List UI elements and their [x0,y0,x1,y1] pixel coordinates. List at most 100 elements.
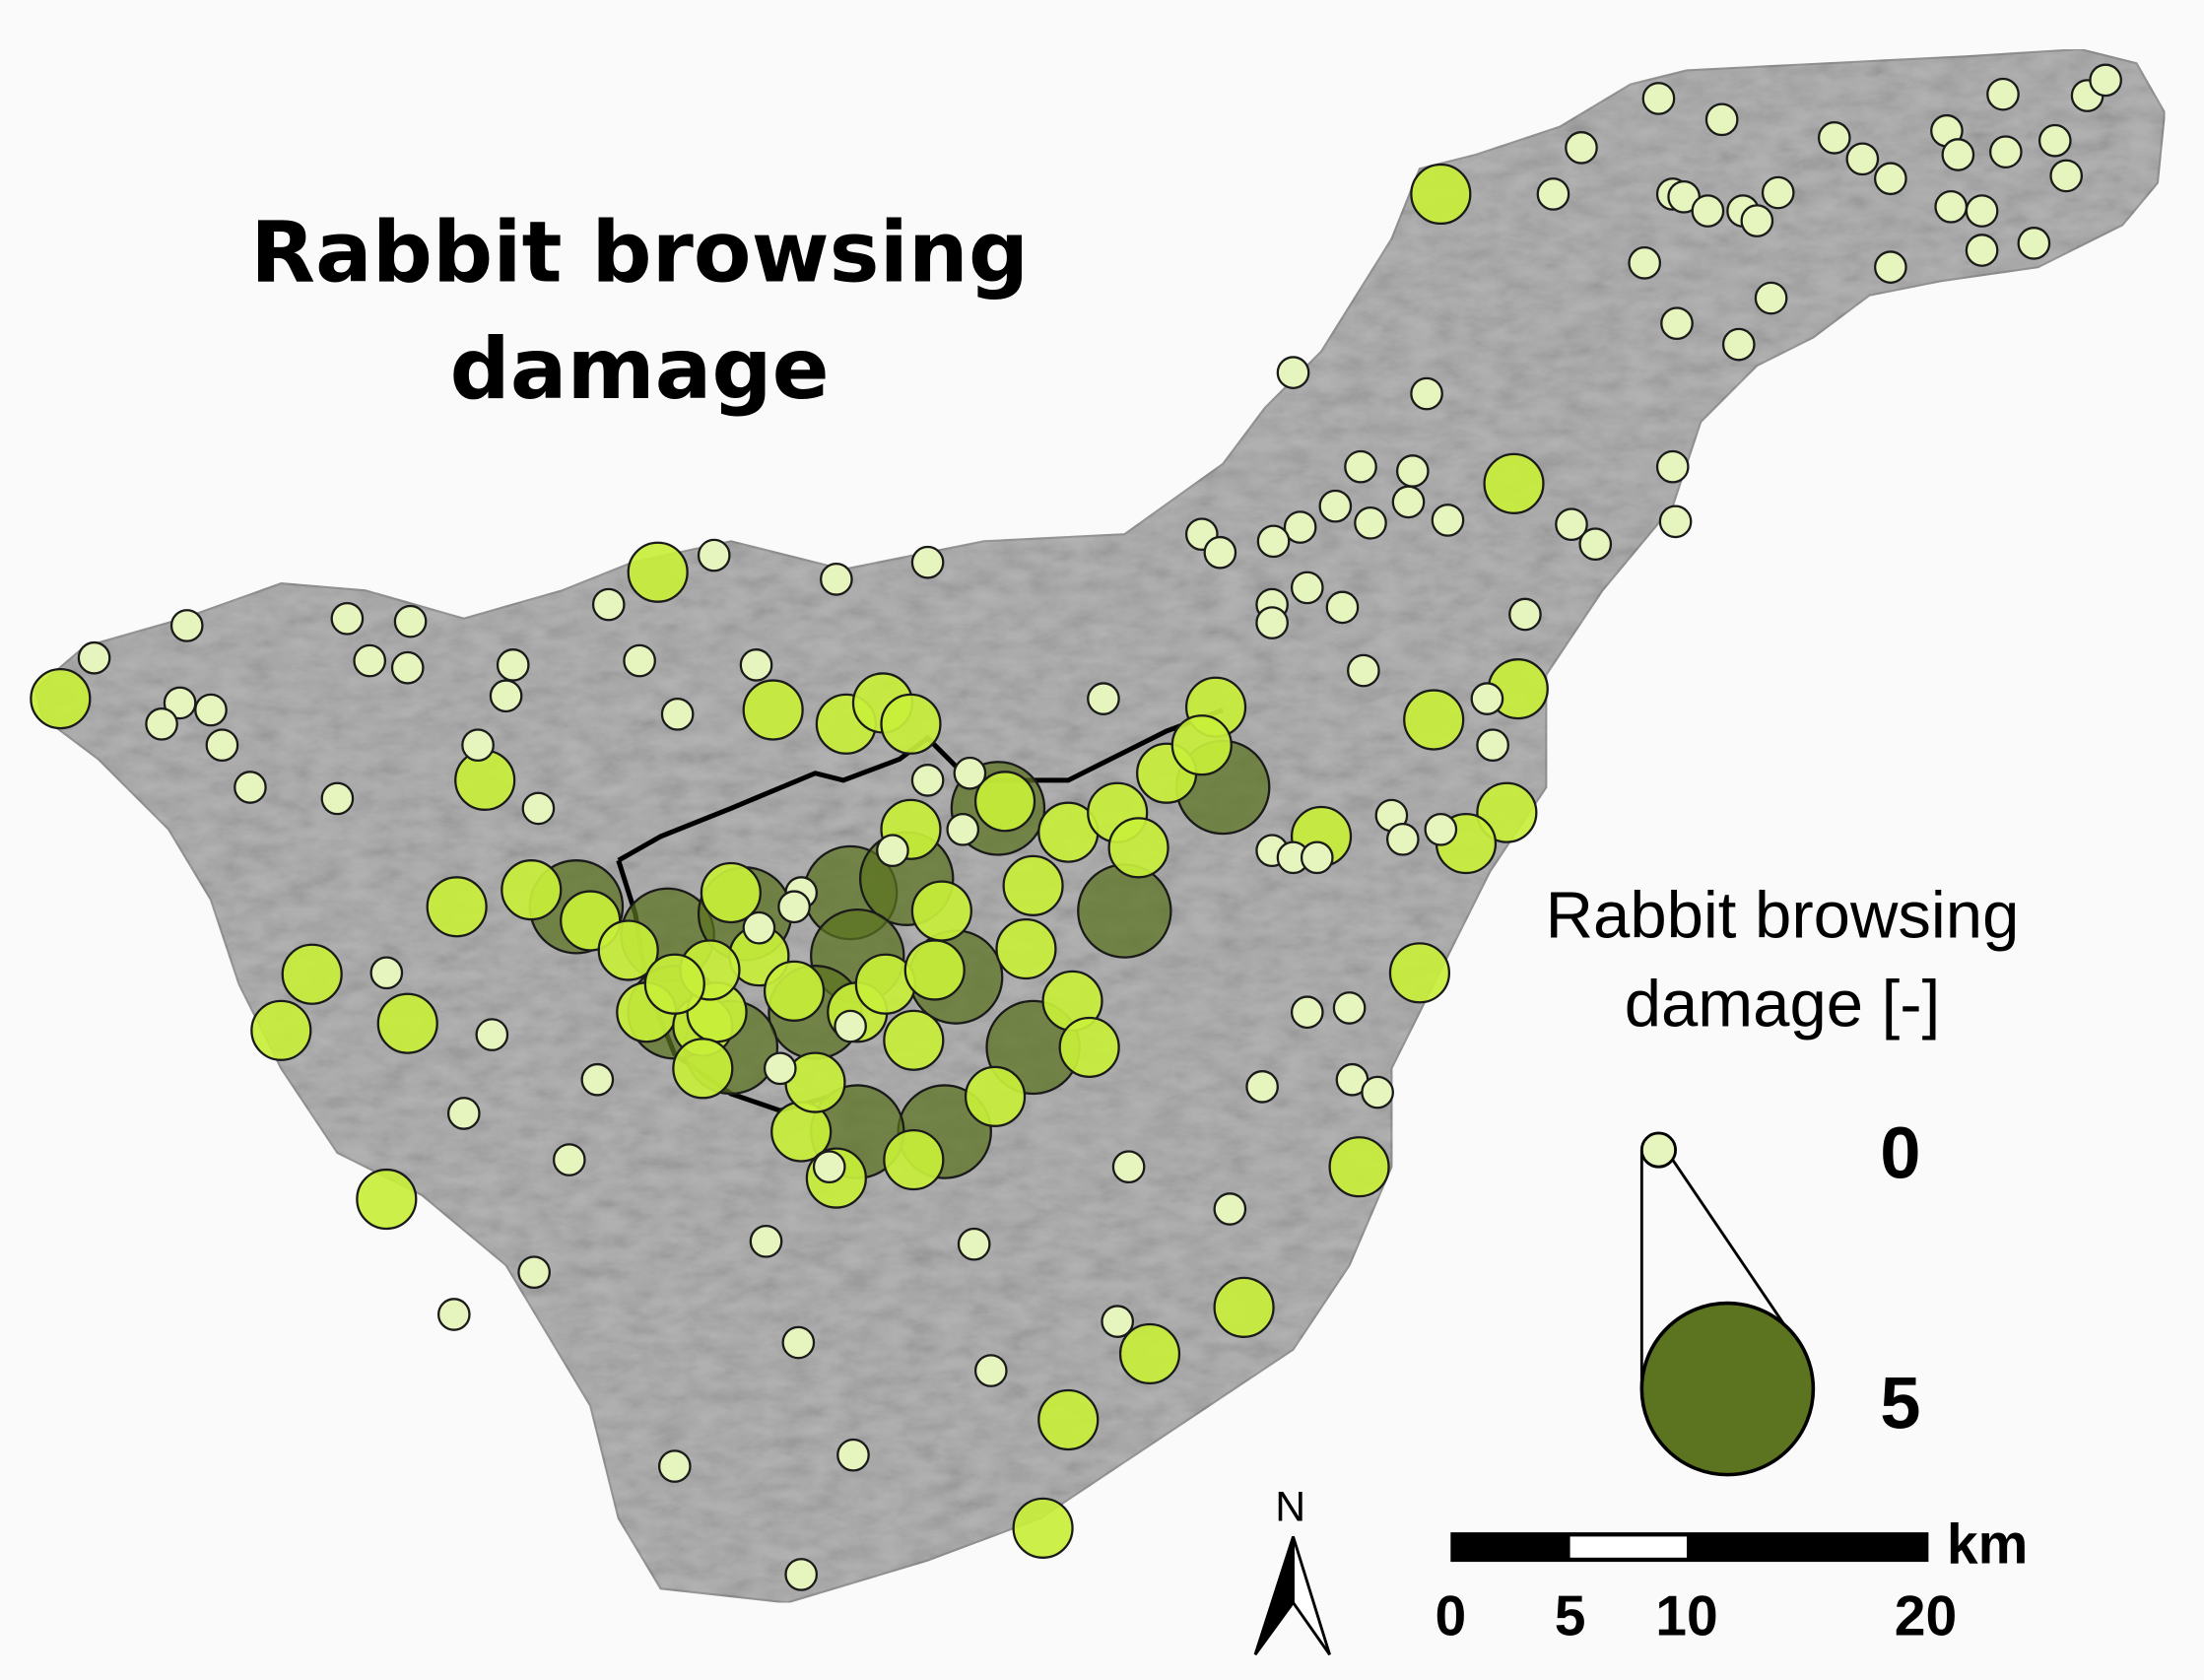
damage-point-low [1555,507,1588,542]
damage-point-low [1385,822,1420,856]
damage-point-low [763,1051,797,1086]
damage-point-medium [627,541,689,603]
scale-bar-white-segment [1570,1536,1687,1558]
damage-point-medium [964,1065,1027,1127]
damage-point-low [496,648,530,682]
damage-point-low [1874,162,1907,196]
damage-point-medium [643,953,705,1015]
damage-point-low [1721,327,1756,362]
damage-point-low [446,1097,481,1130]
scale-bar-black [1450,1532,1929,1563]
damage-point-low [461,728,495,763]
damage-point-low [1476,728,1509,763]
damage-point-low [1101,1305,1135,1338]
damage-point-low [489,679,523,713]
damage-point-low [657,1449,692,1483]
damage-point-medium [1118,1322,1181,1385]
damage-point-low [1300,840,1334,875]
damage-point-low [1395,454,1430,488]
damage-point-medium [1012,1497,1074,1559]
damage-point-low [1934,189,1969,224]
legend: Rabbit browsing damage [-] 0 5 [1546,879,2020,1477]
damage-point-low [946,812,980,846]
damage-point-low [194,693,228,727]
damage-point-low [1424,812,1458,846]
damage-point-low [320,781,355,816]
damage-point-low [475,1018,509,1051]
damage-point-low [777,890,811,924]
damage-point-low [836,1438,870,1472]
damage-point-low [1391,485,1426,519]
damage-point-low [1965,194,1999,228]
damage-point-low [1508,597,1542,632]
scale-tick-label: 20 [1895,1584,1957,1647]
damage-point-low [591,587,626,622]
damage-point-medium [763,960,826,1022]
damage-point-low [697,538,731,572]
scale-tick-label: 10 [1655,1584,1717,1647]
damage-point-low [1817,121,1851,155]
damage-point-low [1874,250,1907,284]
legend-guide-line [1671,1159,1798,1344]
damage-point-low [1470,682,1504,715]
legend-min-circle [1639,1131,1678,1169]
damage-point-medium [995,917,1057,980]
damage-point-medium [1037,1388,1100,1451]
damage-point-medium [973,771,1036,833]
damage-point-low [1941,138,1975,171]
damage-point-low [1087,682,1120,715]
damage-point-low [1203,535,1237,570]
damage-point-low [1361,1075,1394,1109]
damage-point-medium [672,1038,734,1100]
damage-point-low [517,1255,551,1290]
damage-point-medium [1107,817,1169,879]
damage-point-low [1283,510,1317,544]
damage-point-low [1965,234,1999,267]
damage-point-low [1536,177,1570,211]
damage-point-low [1660,306,1694,341]
damage-point-low [1276,356,1310,389]
damage-point-low [1410,376,1443,411]
scale-bar: km 0 5 10 20 [1435,1513,2028,1648]
legend-min-label: 0 [1880,1112,1920,1194]
damage-point-low [1290,571,1324,605]
damage-point-low [749,1224,783,1258]
damage-point-low [820,563,853,596]
damage-point-low [169,609,204,642]
legend-title-line2: damage [-] [1625,968,1941,1042]
damage-point-low [834,1009,867,1043]
damage-point-medium [30,668,92,730]
damage-point-medium [356,1168,418,1231]
damage-point-low [1213,1192,1247,1226]
damage-point-low [77,640,111,675]
map-title-line1: Rabbit browsing [250,204,1029,302]
damage-point-medium [903,939,966,1001]
damage-point-low [353,643,387,678]
damage-point-low [1255,606,1289,639]
damage-point-low [436,1298,471,1331]
survey-points [30,63,2122,1591]
damage-point-low [390,650,425,685]
damage-point-low [1740,204,1774,237]
damage-point-low [910,764,945,797]
damage-point-medium [250,999,312,1061]
legend-title-line1: Rabbit browsing [1546,879,2020,953]
damage-point-low [330,601,365,636]
damage-point-low [1344,449,1377,484]
damage-point-low [1256,524,1291,559]
damage-point-low [1986,77,2020,111]
damage-point-low [1565,131,1598,165]
damage-point-low [1318,489,1353,523]
damage-point-low [623,643,656,678]
damage-point-medium [910,880,972,942]
damage-point-low [1347,653,1380,688]
damage-point-medium [1170,714,1233,776]
damage-point-low [957,1227,991,1261]
north-label: N [1275,1484,1305,1531]
damage-point-medium [700,861,762,924]
damage-point-medium [1483,452,1545,514]
damage-point-medium [1410,163,1472,226]
damage-point-low [234,771,267,804]
damage-point-low [2037,123,2072,158]
